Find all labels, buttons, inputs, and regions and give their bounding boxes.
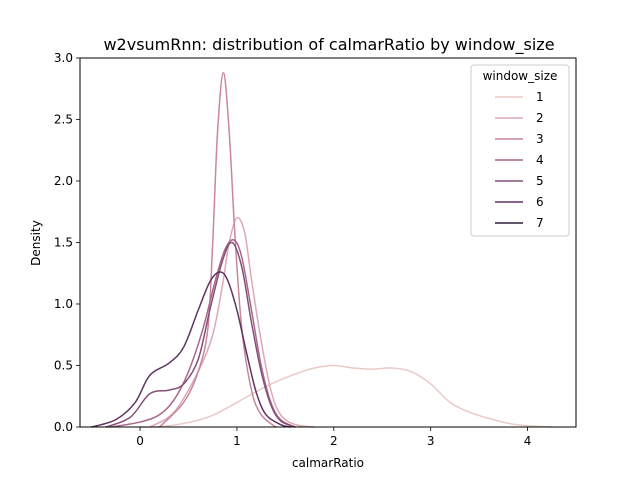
x-tick-label: 2 [330, 434, 338, 448]
legend-label-2: 2 [536, 111, 544, 125]
y-tick-label: 1.5 [54, 236, 73, 250]
legend: window_size 1 2 3 4 5 6 7 [470, 64, 570, 237]
x-tick-label: 1 [233, 434, 241, 448]
y-tick-label: 2.0 [54, 174, 73, 188]
x-tick-label: 4 [524, 434, 532, 448]
legend-title: window_size [483, 69, 558, 83]
series-line-2 [149, 216, 316, 428]
plot-series [90, 72, 553, 428]
x-tick-label: 0 [136, 434, 144, 448]
series-line-1 [139, 364, 553, 428]
legend-label-1: 1 [536, 90, 544, 104]
legend-label-6: 6 [536, 195, 544, 209]
chart-title: w2vsumRnn: distribution of calmarRatio b… [103, 35, 554, 55]
x-axis-ticks: 0 1 2 3 4 [136, 427, 531, 448]
legend-label-5: 5 [536, 174, 544, 188]
legend-box [470, 64, 570, 237]
y-tick-label: 3.0 [54, 51, 73, 65]
y-tick-label: 1.0 [54, 297, 73, 311]
x-tick-label: 3 [427, 434, 435, 448]
legend-label-4: 4 [536, 153, 544, 167]
x-axis-label: calmarRatio [292, 456, 364, 470]
y-axis-ticks: 0.0 0.5 1.0 1.5 2.0 2.5 3.0 [54, 51, 80, 434]
y-tick-label: 0.0 [54, 420, 73, 434]
y-tick-label: 0.5 [54, 359, 73, 373]
legend-label-7: 7 [536, 216, 544, 230]
series-line-4 [110, 238, 296, 428]
y-axis-label: Density [29, 220, 43, 266]
y-tick-label: 2.5 [54, 113, 73, 127]
legend-label-3: 3 [536, 132, 544, 146]
series-line-3 [158, 72, 277, 428]
series-line-6 [90, 271, 291, 428]
series-line-5 [105, 241, 296, 428]
